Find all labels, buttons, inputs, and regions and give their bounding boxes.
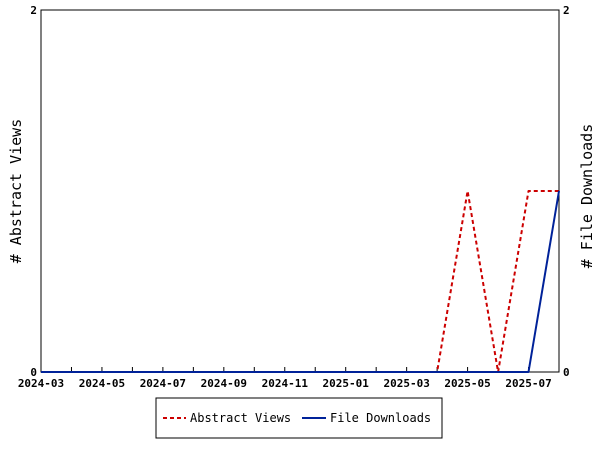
x-tick-label: 2025-01 [323,377,370,390]
x-tick-label: 2024-07 [140,377,186,390]
legend-label-file-downloads: File Downloads [330,411,431,425]
x-tick-label: 2025-05 [444,377,490,390]
x-axis: 2024-03 2024-05 2024-07 2024-09 2024-11 2025-… [18,367,560,390]
y-axis-title-left: # Abstract Views [7,119,25,264]
x-tick-label: 2024-09 [201,377,247,390]
x-tick-label: 2024-11 [262,377,309,390]
y-tick-label-right: 2 [563,4,570,17]
plot-area [40,9,560,373]
y-axis: 0 0 2 2 [30,4,569,379]
legend-label-abstract-views: Abstract Views [190,411,291,425]
y-axis-title-right: # File Downloads [578,124,596,269]
x-tick-label: 2025-03 [383,377,429,390]
x-tick-label: 2025-07 [505,377,551,390]
y-tick-label-right: 0 [563,366,570,379]
y-tick-label-left: 0 [30,366,37,379]
series-layer [41,190,560,373]
x-tick-label: 2024-05 [79,377,125,390]
legend: Abstract Views File Downloads [155,397,443,439]
series-line-file-downloads [41,190,560,373]
legend-box [155,397,443,439]
y-tick-label-left: 2 [30,4,37,17]
x-tick-label: 2024-03 [18,377,64,390]
